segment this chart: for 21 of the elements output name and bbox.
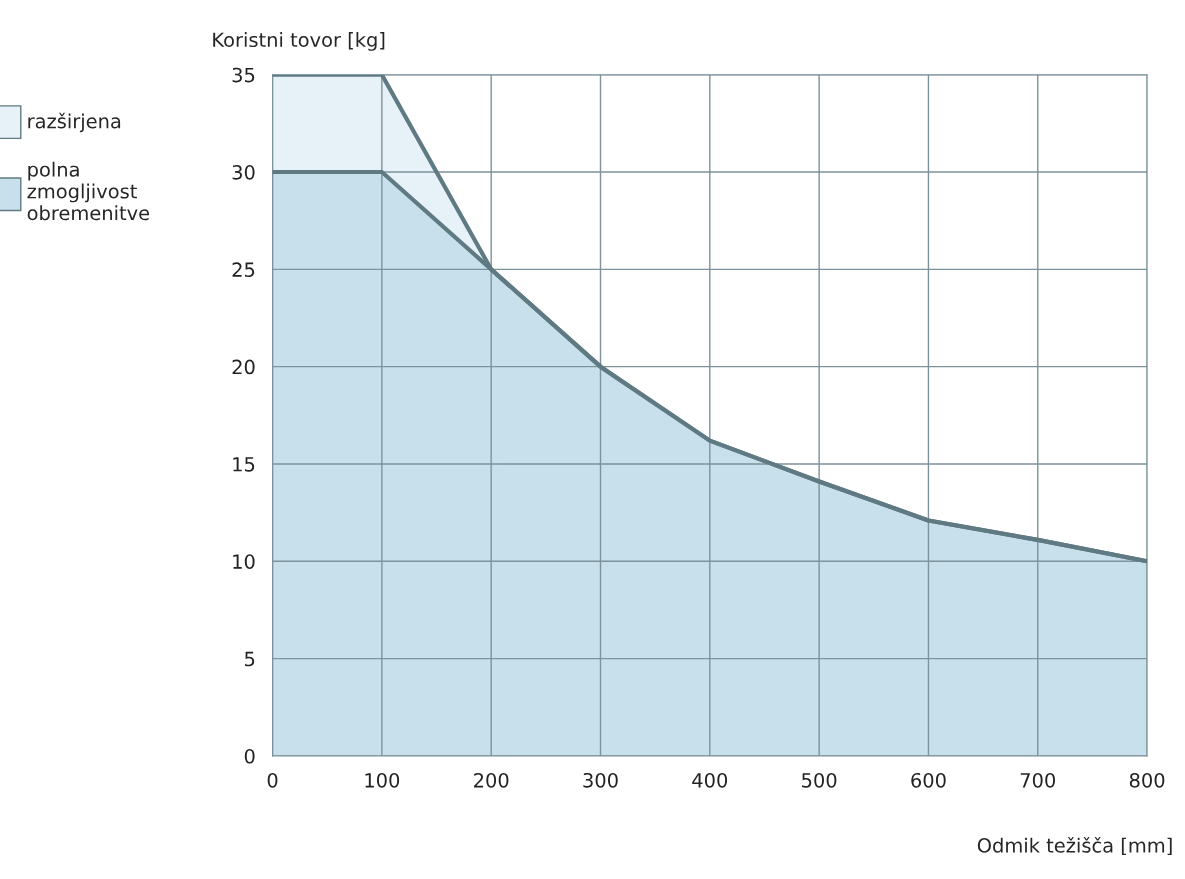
x-tick-label: 300 xyxy=(583,772,618,788)
x-tick-label: 700 xyxy=(1020,772,1056,788)
y-tick-label: 35 xyxy=(232,67,255,83)
x-tick-label: 0 xyxy=(267,772,278,788)
x-tick-label: 200 xyxy=(474,772,509,788)
y-tick-label: 5 xyxy=(245,651,255,667)
x-tick-label: 100 xyxy=(365,772,400,788)
y-tick-label: 20 xyxy=(232,359,255,375)
y-tick-label: 30 xyxy=(232,164,255,180)
y-axis-title: Koristni tovor [kg] xyxy=(213,32,385,51)
legend-label: razširjena xyxy=(28,112,121,133)
y-tick-label: 15 xyxy=(233,457,255,472)
legend-label: polna zmogljivost obremenitve xyxy=(27,161,150,221)
y-tick-label: 25 xyxy=(232,262,255,278)
x-axis-title: Odmik težišča [mm] xyxy=(977,836,1172,856)
y-tick-label: 0 xyxy=(244,748,255,764)
x-tick-label: 600 xyxy=(911,772,946,788)
x-tick-label: 800 xyxy=(1129,772,1165,788)
y-tick-label: 10 xyxy=(233,554,255,569)
x-tick-label: 400 xyxy=(692,772,728,788)
x-tick-label: 500 xyxy=(802,772,837,788)
